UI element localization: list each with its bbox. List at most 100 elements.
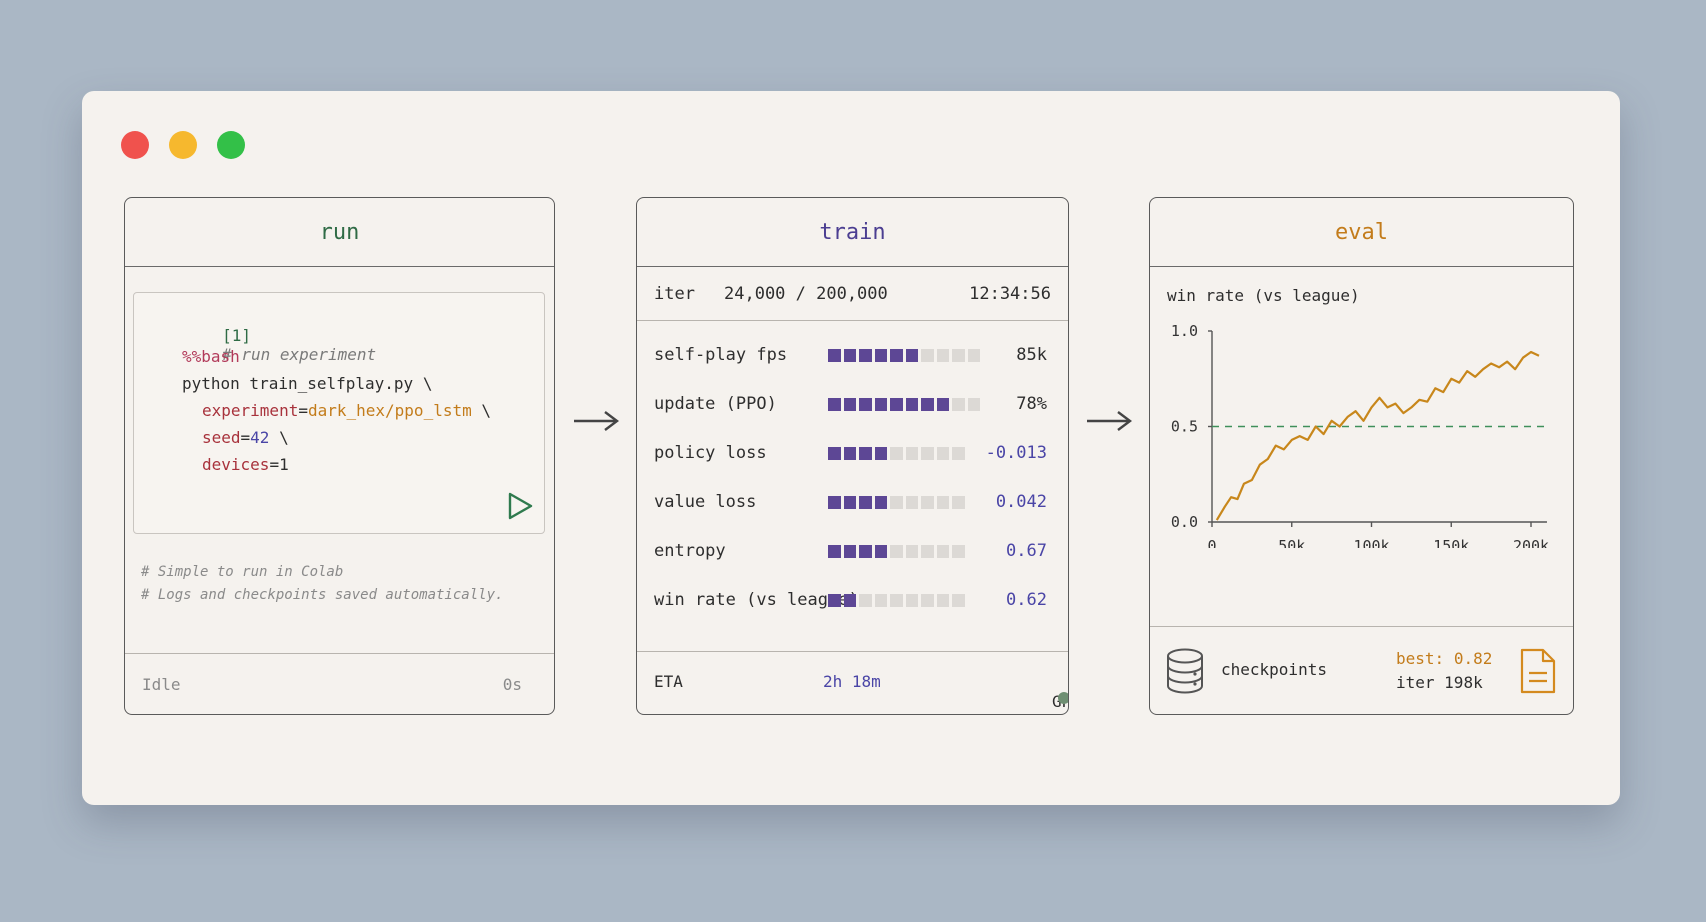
- code-arg-experiment: experiment=dark_hex/ppo_lstm \: [202, 401, 491, 420]
- train-panel: train iter 24,000 / 200,000 12:34:56 sel…: [636, 197, 1069, 715]
- eta-value: 2h 18m: [823, 672, 881, 691]
- bar-segment-filled: [874, 349, 887, 362]
- cell-prompt: [1]: [222, 326, 251, 345]
- note-logs: # Logs and checkpoints saved automatical…: [141, 587, 504, 603]
- minimize-window-button[interactable]: [169, 131, 197, 159]
- metric-label: win rate (vs league): [654, 590, 859, 610]
- bar-segment-filled: [828, 594, 841, 607]
- run-elapsed: 0s: [502, 674, 522, 694]
- y-tick-label: 1.0: [1171, 322, 1198, 340]
- eval-panel: eval win rate (vs league) 0.0 0.5 1.0 0 50k 1…: [1149, 197, 1574, 715]
- bar-segment-filled: [936, 398, 949, 411]
- database-icon: [1167, 648, 1203, 694]
- bar-segment-filled: [874, 496, 887, 509]
- bar-segment-filled: [905, 349, 918, 362]
- arrow-right-icon: [574, 411, 619, 431]
- metric-row: update (PPO) 78%: [637, 394, 1068, 418]
- bar-segment-filled: [843, 447, 856, 460]
- win-rate-series: [1215, 350, 1540, 521]
- iter-progress: 24,000 / 200,000: [724, 284, 888, 304]
- train-title: train: [637, 198, 1068, 267]
- code-arg-devices: devices=1: [202, 455, 289, 474]
- python-command: python train_selfplay.py \: [182, 374, 433, 393]
- bar-segment-empty: [890, 496, 903, 509]
- x-tick-label: 200k: [1513, 537, 1549, 548]
- bar-segment-filled: [859, 496, 872, 509]
- metric-row: policy loss -0.013: [637, 443, 1068, 467]
- bar-segment-filled: [828, 545, 841, 558]
- metric-value: 0.67: [1006, 541, 1047, 561]
- metric-label: self-play fps: [654, 345, 788, 365]
- cell-comment: # run experiment: [222, 345, 377, 364]
- metric-label: entropy: [654, 541, 726, 561]
- bar-segment-empty: [890, 447, 903, 460]
- x-tick-label: 100k: [1353, 537, 1389, 548]
- play-icon[interactable]: [505, 491, 535, 521]
- bar-segment-empty: [936, 545, 949, 558]
- run-status-bar: Idle 0s: [125, 653, 554, 714]
- metric-value: -0.013: [985, 443, 1047, 463]
- bar-segment-filled: [843, 594, 856, 607]
- bar-segment-empty: [890, 594, 903, 607]
- metric-progress-bar: [828, 349, 980, 362]
- bar-segment-filled: [843, 496, 856, 509]
- bar-segment-empty: [921, 447, 934, 460]
- x-tick-label: 0: [1207, 537, 1216, 548]
- bar-segment-filled: [828, 349, 841, 362]
- close-window-button[interactable]: [121, 131, 149, 159]
- iteration-row: iter 24,000 / 200,000 12:34:56: [637, 268, 1068, 321]
- iter-label: iter: [654, 284, 695, 304]
- eta-label: ETA: [654, 672, 683, 691]
- bar-segment-filled: [843, 349, 856, 362]
- bar-segment-empty: [936, 496, 949, 509]
- bar-segment-filled: [859, 447, 872, 460]
- bar-segment-filled: [890, 349, 903, 362]
- metric-label: value loss: [654, 492, 757, 512]
- bar-segment-empty: [952, 398, 965, 411]
- y-tick-label: 0.5: [1171, 418, 1198, 436]
- bar-segment-empty: [967, 398, 980, 411]
- train-clock: 12:34:56: [969, 284, 1051, 304]
- bar-segment-empty: [921, 594, 934, 607]
- bar-segment-filled: [843, 398, 856, 411]
- train-status-bar: ETA 2h 18m GPU 1: [637, 651, 1068, 714]
- bar-segment-filled: [859, 349, 872, 362]
- document-icon[interactable]: [1519, 647, 1557, 695]
- checkpoints-bar[interactable]: checkpoints best: 0.82 iter 198k: [1150, 626, 1573, 714]
- run-title: run: [125, 198, 554, 267]
- bar-segment-empty: [936, 447, 949, 460]
- arrow-right-icon: [1087, 411, 1132, 431]
- bar-segment-filled: [859, 398, 872, 411]
- metric-row: value loss 0.042: [637, 492, 1068, 516]
- run-status: Idle: [142, 674, 181, 694]
- bar-segment-empty: [952, 496, 965, 509]
- bar-segment-filled: [874, 398, 887, 411]
- metric-value: 0.042: [995, 492, 1047, 512]
- metric-progress-bar: [828, 496, 965, 509]
- bar-segment-empty: [936, 349, 949, 362]
- bar-segment-empty: [905, 496, 918, 509]
- bar-segment-filled: [828, 496, 841, 509]
- metric-value: 85k: [1016, 345, 1047, 365]
- app-window: run [1] # run experiment %%bash python t…: [82, 91, 1620, 805]
- metric-row: entropy 0.67: [637, 541, 1068, 565]
- bash-magic: %%bash: [182, 347, 240, 366]
- metric-progress-bar: [828, 545, 965, 558]
- bar-segment-empty: [890, 545, 903, 558]
- bar-segment-filled: [828, 447, 841, 460]
- metric-label: policy loss: [654, 443, 767, 463]
- code-cell[interactable]: [1] # run experiment %%bash python train…: [133, 292, 545, 534]
- maximize-window-button[interactable]: [217, 131, 245, 159]
- bar-segment-empty: [921, 545, 934, 558]
- bar-segment-empty: [874, 594, 887, 607]
- bar-segment-empty: [952, 594, 965, 607]
- bar-segment-filled: [828, 398, 841, 411]
- note-colab: # Simple to run in Colab: [141, 564, 344, 580]
- metric-progress-bar: [828, 398, 980, 411]
- bar-segment-filled: [843, 545, 856, 558]
- metric-value: 78%: [1016, 394, 1047, 414]
- bar-segment-filled: [905, 398, 918, 411]
- x-tick-label: 150k: [1433, 537, 1469, 548]
- bar-segment-empty: [921, 349, 934, 362]
- run-panel: run [1] # run experiment %%bash python t…: [124, 197, 555, 715]
